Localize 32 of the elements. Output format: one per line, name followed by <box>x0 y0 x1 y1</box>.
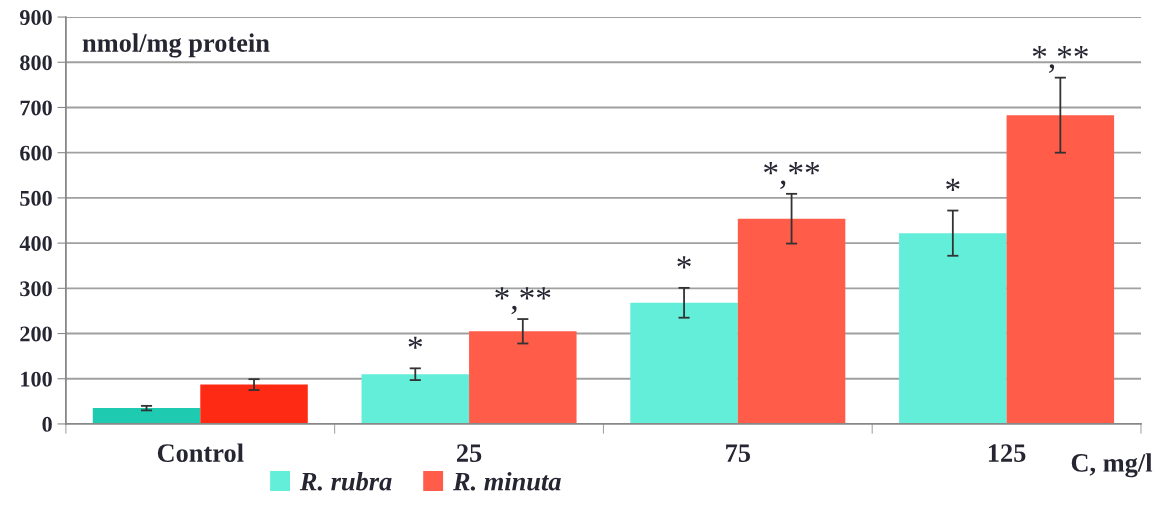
bar <box>361 374 470 424</box>
annotation: * <box>946 178 960 192</box>
y-axis-title: nmol/mg protein <box>82 33 270 58</box>
legend-label: R. minuta <box>452 471 561 491</box>
y-tick-label: 700 <box>20 100 52 116</box>
annotation: *,** <box>764 162 820 190</box>
y-tick-label: 300 <box>20 281 52 297</box>
bar <box>200 384 308 424</box>
bar <box>469 331 577 424</box>
y-tick-label: 800 <box>20 55 52 71</box>
y-tick-label: 200 <box>20 326 52 342</box>
x-axis-title: C, mg/l <box>1071 453 1153 478</box>
bar <box>899 233 1007 424</box>
annotation: *,** <box>1032 45 1088 73</box>
x-tick-label: 25 <box>456 444 482 462</box>
bar <box>737 218 846 424</box>
y-tick-label: 900 <box>19 9 52 25</box>
x-tick-label: 75 <box>726 444 751 462</box>
bar <box>92 408 201 424</box>
annotation: * <box>677 256 691 269</box>
legend-label: R. rubra <box>299 471 392 491</box>
y-tick-label: 100 <box>21 371 52 387</box>
y-tick-label: 0 <box>42 416 52 432</box>
y-tick-label: 600 <box>20 145 52 161</box>
x-tick-label: 125 <box>988 444 1026 462</box>
bar <box>1006 115 1115 424</box>
bar <box>630 302 738 424</box>
y-tick-label: 500 <box>20 190 52 206</box>
annotation: * <box>408 336 423 349</box>
x-tick-label: Control <box>157 443 244 462</box>
y-tick-label: 400 <box>19 236 52 252</box>
annotation: *,** <box>495 287 551 315</box>
